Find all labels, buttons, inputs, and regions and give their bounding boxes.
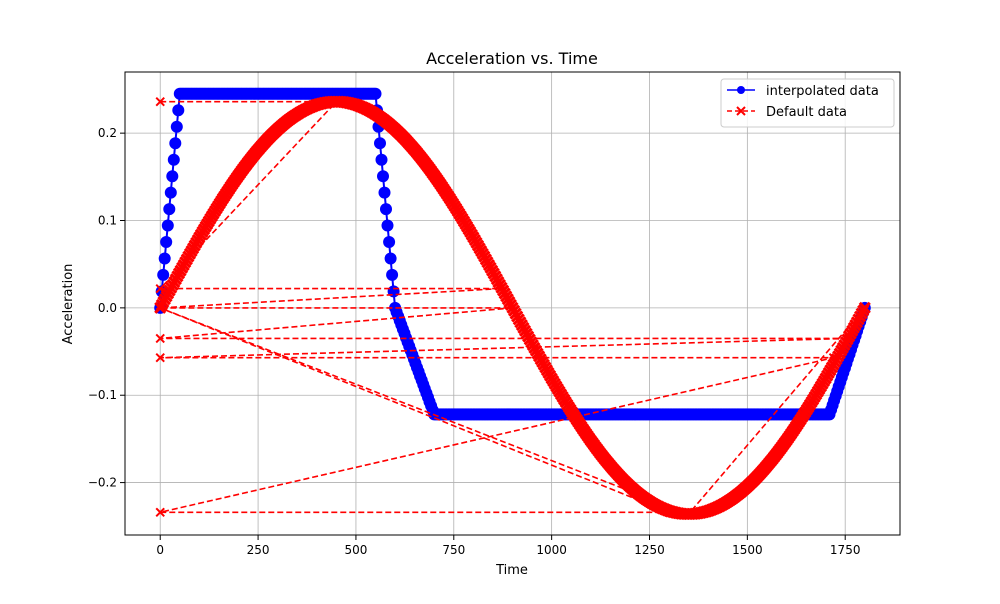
interpolated-point — [384, 252, 397, 265]
interpolated-point — [386, 268, 399, 281]
y-tick-label: −0.1 — [88, 388, 117, 402]
interpolated-point — [157, 268, 170, 281]
x-tick-label: 1000 — [536, 543, 567, 557]
interpolated-point — [167, 153, 180, 166]
x-tick-label: 1250 — [634, 543, 665, 557]
y-tick-label: −0.2 — [88, 476, 117, 490]
default-endpoint-marker — [844, 333, 854, 344]
interpolated-point — [369, 87, 382, 100]
default-endpoint-marker — [155, 96, 165, 107]
interpolated-point — [170, 120, 183, 133]
legend-box — [720, 78, 895, 128]
default-endpoint-marker — [496, 283, 506, 294]
default-endpoint-marker — [683, 509, 694, 519]
default-endpoint-marker — [860, 303, 870, 313]
interpolated-point — [374, 137, 386, 150]
y-tick-label: 0.1 — [98, 214, 117, 228]
x-tick-label: 250 — [247, 543, 270, 557]
default-endpoint-marker — [331, 96, 342, 107]
interpolated-point — [375, 153, 388, 166]
interpolated-point — [172, 104, 185, 117]
interpolated-point — [169, 137, 182, 150]
default-endpoint-marker — [155, 333, 165, 344]
default-endpoint-marker — [155, 303, 165, 313]
interpolated-point — [163, 203, 176, 216]
interpolated-point — [161, 219, 174, 232]
interpolated-point — [164, 186, 177, 199]
default-endpoint-marker — [828, 352, 839, 363]
default-line — [158, 100, 866, 515]
y-tick-label: 0.0 — [98, 301, 117, 315]
interpolated-point — [381, 219, 394, 232]
series-layer — [154, 87, 871, 521]
y-axis-label: Acceleration — [61, 264, 76, 345]
default-endpoint-marker — [155, 507, 165, 517]
interpolated-point — [166, 170, 179, 183]
ticks-layer: 0 250 500 750 1000 1250 1500 1750 −0.2 −0.1 0.0 0.1… — [88, 126, 861, 557]
x-tick-label: 1500 — [732, 543, 763, 557]
default-endpoint-marker — [664, 507, 674, 517]
chart-title: Acceleration vs. Time — [426, 49, 598, 68]
interpolated-point — [377, 170, 389, 183]
default-endpoint-marker — [155, 283, 165, 294]
x-axis-label: Time — [495, 563, 528, 578]
legend-marker-interpolated — [737, 86, 745, 94]
x-tick-label: 750 — [442, 543, 465, 557]
interpolated-point — [380, 203, 392, 216]
legend-label-default: Default data — [766, 105, 847, 120]
interpolated-point — [378, 186, 391, 199]
legend: interpolated data Default data — [720, 78, 895, 128]
legend-marker-default — [736, 106, 746, 116]
interpolated-point — [383, 236, 396, 248]
y-tick-label: 0.2 — [98, 126, 117, 140]
interpolated-point — [160, 236, 173, 248]
default-endpoint-marker — [155, 352, 165, 363]
plot-frame — [124, 71, 901, 536]
x-tick-label: 500 — [344, 543, 367, 557]
x-tick-label: 0 — [156, 543, 164, 557]
default-endpoint-marker — [507, 303, 518, 313]
interpolated-point — [158, 252, 171, 265]
x-tick-label: 1750 — [830, 543, 861, 557]
legend-label-interpolated: interpolated data — [766, 84, 879, 99]
